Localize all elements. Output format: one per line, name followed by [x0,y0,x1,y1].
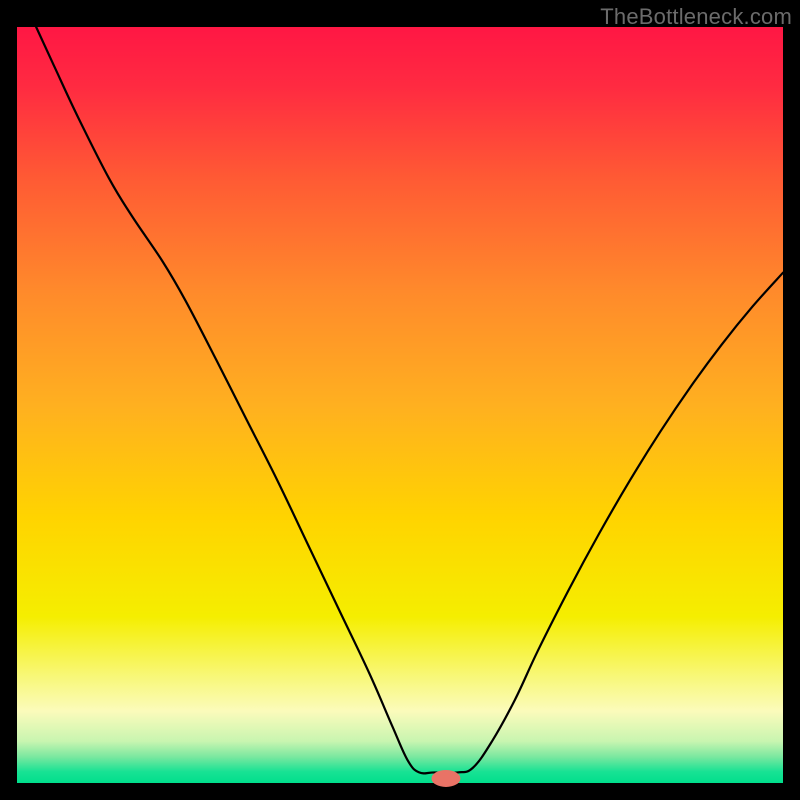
gradient-background [17,27,783,783]
bottleneck-chart [0,0,800,800]
optimum-marker [432,770,460,786]
watermark-text: TheBottleneck.com [600,4,792,30]
